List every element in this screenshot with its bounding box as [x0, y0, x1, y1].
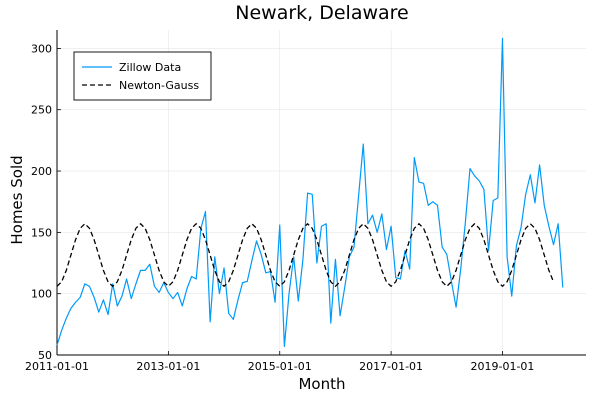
legend-box: [73, 51, 212, 101]
y-tick-label: 150: [31, 226, 52, 239]
tick-labels: 50 100 150 200 250 300 2011-01-01 2013-01-01 201…: [25, 42, 534, 373]
series-line-zillow-data: [56, 37, 564, 348]
legend-label: Newton-Gauss: [119, 79, 199, 92]
y-tick-label: 200: [31, 165, 52, 178]
y-axis-label: Homes Sold: [8, 155, 26, 244]
legend: Zillow Data Newton-Gauss: [73, 51, 212, 101]
axes: [56, 30, 586, 356]
y-tick-label: 100: [31, 288, 52, 301]
y-tick-label: 50: [38, 349, 52, 362]
chart-title: Newark, Delaware: [235, 2, 409, 24]
x-tick-label: 2013-01-01: [136, 360, 200, 373]
x-tick-label: 2019-01-01: [471, 360, 535, 373]
grid: [56, 30, 586, 356]
x-tick-label: 2015-01-01: [248, 360, 312, 373]
legend-label: Zillow Data: [119, 61, 181, 74]
series-lines: [56, 37, 564, 348]
x-tick-label: 2017-01-01: [359, 360, 423, 373]
x-axis-label: Month: [298, 375, 345, 393]
x-tick-label: 2011-01-01: [25, 360, 89, 373]
y-tick-label: 300: [31, 42, 52, 55]
y-tick-label: 250: [31, 104, 52, 117]
